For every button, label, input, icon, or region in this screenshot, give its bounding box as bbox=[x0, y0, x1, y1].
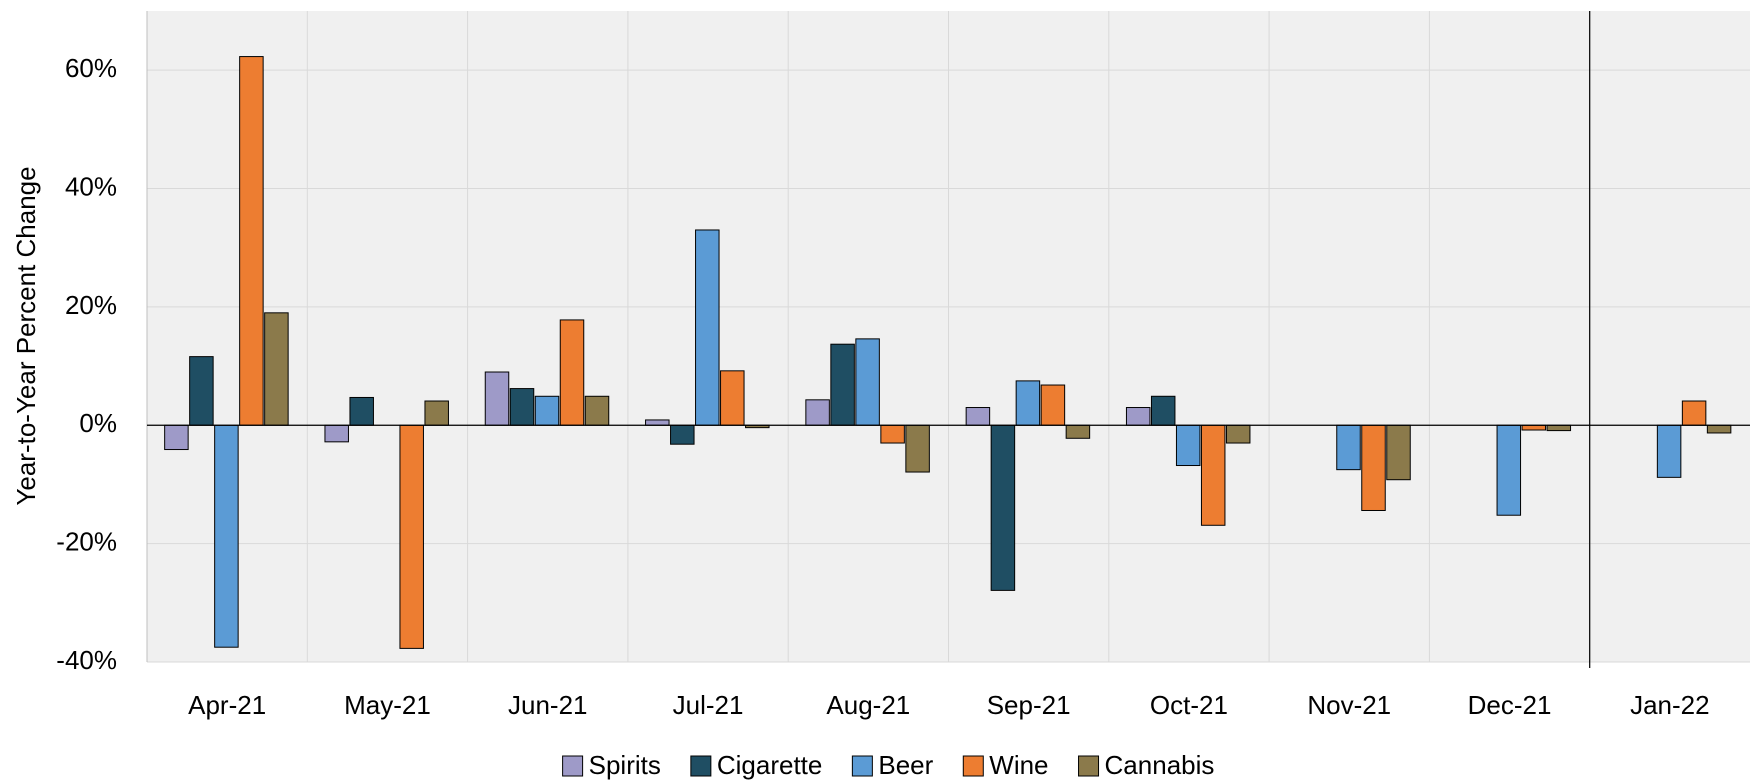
x-tick-label: Dec-21 bbox=[1468, 690, 1552, 720]
bar bbox=[424, 400, 449, 426]
x-tick-label: Jan-22 bbox=[1630, 690, 1710, 720]
bar bbox=[1546, 424, 1572, 432]
legend-swatch bbox=[851, 755, 873, 777]
y-tick-label: 60% bbox=[65, 53, 117, 83]
bar bbox=[324, 424, 349, 443]
bar bbox=[965, 407, 991, 426]
bar bbox=[1656, 424, 1682, 478]
x-tick-label: Aug-21 bbox=[826, 690, 910, 720]
legend-swatch bbox=[690, 755, 712, 777]
bar bbox=[584, 395, 610, 426]
bar bbox=[1681, 400, 1707, 426]
legend-label: Spirits bbox=[589, 750, 661, 780]
bar bbox=[559, 319, 585, 426]
bar bbox=[905, 424, 930, 473]
bar bbox=[534, 395, 560, 426]
bar bbox=[214, 424, 239, 648]
x-tick-label: Jul-21 bbox=[673, 690, 744, 720]
bar bbox=[1175, 424, 1201, 467]
bar bbox=[1040, 384, 1066, 426]
bar bbox=[1065, 424, 1091, 439]
bar bbox=[484, 371, 510, 426]
bar bbox=[349, 396, 374, 426]
y-axis-title: Year-to-Year Percent Change bbox=[11, 166, 41, 505]
bar bbox=[645, 419, 670, 426]
bar bbox=[880, 424, 905, 444]
bar bbox=[1200, 424, 1226, 526]
bar bbox=[509, 388, 535, 426]
x-tick-label: Apr-21 bbox=[188, 690, 266, 720]
bar bbox=[189, 356, 214, 426]
x-tick-label: Oct-21 bbox=[1150, 690, 1228, 720]
y-tick-label: -20% bbox=[56, 527, 117, 557]
bar bbox=[1015, 380, 1041, 426]
legend-swatch bbox=[562, 755, 584, 777]
bar bbox=[695, 229, 720, 426]
bar bbox=[1125, 407, 1151, 426]
bar bbox=[1336, 424, 1361, 471]
x-tick-label: Sep-21 bbox=[987, 690, 1071, 720]
bar bbox=[855, 338, 880, 426]
bar bbox=[830, 343, 855, 426]
bar bbox=[399, 424, 424, 649]
bar bbox=[1150, 395, 1176, 426]
bar bbox=[990, 424, 1016, 591]
bar bbox=[264, 312, 289, 426]
bar bbox=[805, 399, 830, 426]
legend-swatch bbox=[962, 755, 984, 777]
bar bbox=[1496, 424, 1522, 516]
legend-label: Cannabis bbox=[1105, 750, 1215, 780]
bar bbox=[1706, 424, 1732, 434]
bar bbox=[1225, 424, 1251, 444]
bar bbox=[720, 370, 745, 426]
x-tick-label: Jun-21 bbox=[508, 690, 588, 720]
bar bbox=[670, 424, 695, 445]
legend-label: Wine bbox=[989, 750, 1048, 780]
bar bbox=[1361, 424, 1386, 511]
y-tick-label: 40% bbox=[65, 171, 117, 201]
bar bbox=[164, 424, 189, 451]
legend-swatch bbox=[1078, 755, 1100, 777]
x-tick-label: Nov-21 bbox=[1307, 690, 1391, 720]
bar bbox=[1386, 424, 1411, 481]
x-tick-label: May-21 bbox=[344, 690, 431, 720]
legend-label: Beer bbox=[878, 750, 933, 780]
bar bbox=[1521, 424, 1547, 431]
y-tick-label: 20% bbox=[65, 290, 117, 320]
bar bbox=[239, 56, 264, 426]
legend-label: Cigarette bbox=[717, 750, 823, 780]
y-tick-label: 0% bbox=[79, 408, 117, 438]
y-tick-label: -40% bbox=[56, 645, 117, 675]
